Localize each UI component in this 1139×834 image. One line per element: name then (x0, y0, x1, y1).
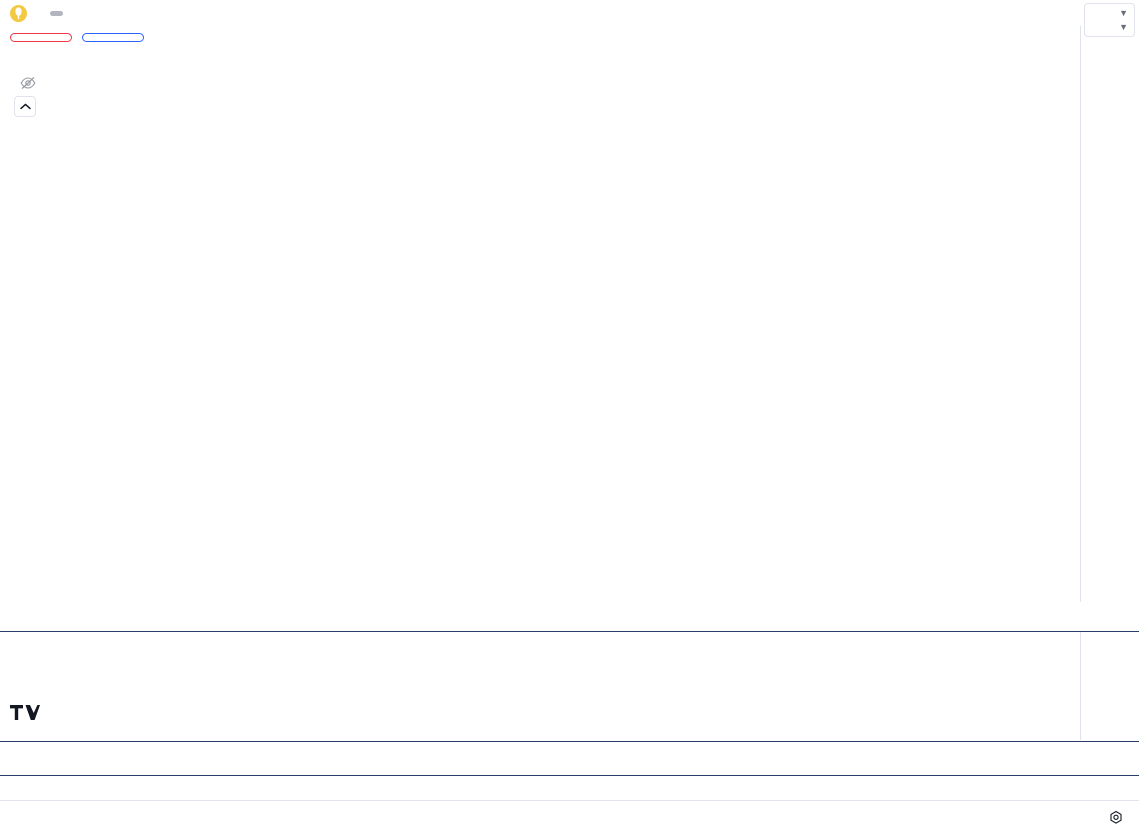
chevron-down-icon[interactable]: ▼ (1119, 8, 1128, 18)
pane-divider-rsi (0, 631, 1139, 632)
eye-off-icon[interactable] (20, 76, 36, 90)
pane-divider-slow (0, 775, 1139, 776)
rsi-price-axis[interactable] (1080, 632, 1139, 740)
grain-logo-icon (10, 4, 27, 22)
buy-button[interactable] (82, 33, 144, 42)
rsi-svg (0, 632, 1080, 740)
pct-r-slow-pane[interactable] (0, 776, 1080, 800)
main-chart-svg (0, 26, 1080, 602)
donchian-indicator-legend[interactable] (11, 76, 36, 90)
main-chart-pane[interactable] (0, 26, 1080, 602)
chevron-up-icon[interactable] (14, 96, 36, 117)
chevron-down-icon[interactable]: ▼ (1119, 22, 1128, 32)
pane-divider-fast (0, 741, 1139, 742)
tradingview-logo-icon (10, 703, 40, 727)
time-axis[interactable] (0, 800, 1139, 834)
pct-r-fast-pane[interactable] (0, 742, 1080, 776)
timeframe-badge[interactable] (50, 10, 68, 16)
trade-panel[interactable] (10, 33, 144, 42)
bar-style-icon (50, 10, 63, 16)
currency-option-usx[interactable]: ▼ (1085, 6, 1134, 20)
currency-unit-selector[interactable]: ▼ ▼ (1084, 3, 1135, 37)
currency-option-bua[interactable]: ▼ (1085, 20, 1134, 34)
gear-icon[interactable] (1107, 809, 1125, 827)
chart-legend-bar[interactable] (0, 0, 1080, 26)
sell-button[interactable] (10, 33, 72, 42)
price-axis[interactable] (1080, 26, 1139, 602)
rsi-pane[interactable] (0, 632, 1080, 740)
